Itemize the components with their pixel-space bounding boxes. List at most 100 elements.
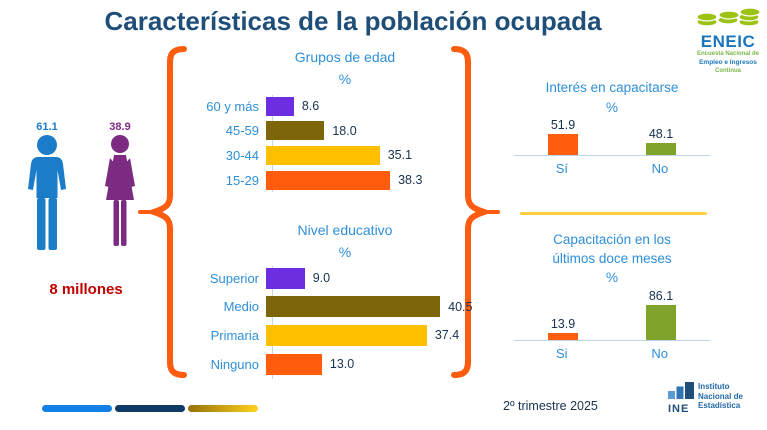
nivel-axis-line: [272, 266, 273, 379]
bar: [266, 296, 441, 318]
value-label: 35.1: [387, 148, 413, 163]
chart-nivel-educativo: Superior 9.0 Medio 40.5 Primaria 37.4 Ninguno 1…: [198, 264, 472, 378]
gold-bar-decoration: [188, 405, 258, 412]
page-title: Características de la población ocupada: [104, 6, 602, 36]
chart-title-text-line2: últimos doce meses: [552, 251, 672, 266]
edad-axis-line: [272, 95, 273, 192]
eneic-subtitle-1: Encuesta Nacional de: [696, 51, 760, 57]
navy-bar-decoration: [115, 405, 185, 412]
category-label: 60 y más: [206, 98, 259, 114]
bar: [266, 267, 305, 289]
value-label: 37.4: [434, 328, 460, 343]
chart-title-text: Grupos de edad: [294, 49, 396, 65]
bar-row: 45-59 18.0: [198, 119, 422, 144]
bar: [266, 145, 380, 165]
male-person-icon: [28, 135, 66, 250]
chart-unit: %: [338, 244, 352, 260]
chart-grupos-de-edad: 60 y más 8.6 45-59 18.0 30-44 35.1 15-29 38.3: [198, 94, 422, 192]
bar: [266, 324, 427, 346]
ine-logo: INE Instituto Nacional de Estadística: [668, 382, 743, 415]
chart-interes-en-capacitarse: Interés en capacitarse % 51.9 48.1 Sí No: [514, 78, 710, 176]
ine-name-line3: Estadística: [698, 401, 741, 411]
coins-icon: [696, 7, 761, 27]
bar-row: Medio 40.5: [198, 293, 472, 322]
ine-acronym: INE: [668, 403, 690, 415]
bar: [266, 121, 325, 141]
right-curly-brace: [451, 46, 500, 378]
value-label: 8.6: [301, 99, 320, 114]
category-label: Superior: [209, 270, 259, 286]
bar-row: Superior 9.0: [198, 264, 472, 293]
female-person-icon: [105, 135, 135, 246]
category-label: Primaria: [210, 327, 259, 343]
value-label: 13.9: [550, 317, 576, 331]
bar-row: 15-29 38.3: [198, 168, 422, 193]
column: 48.1: [646, 127, 676, 155]
blue-bar-decoration: [42, 405, 112, 412]
column: 51.9: [548, 118, 578, 155]
ine-name-line2: Nacional de: [698, 391, 743, 401]
value-label: 40.5: [448, 299, 473, 314]
category-label: Medio: [223, 299, 259, 315]
bar: [266, 170, 391, 190]
bar: [646, 143, 676, 155]
eneic-logo: ENEIC Encuesta Nacional de Empleo e Ingr…: [692, 4, 764, 76]
value-label: 18.0: [332, 123, 357, 138]
chart-unit: %: [605, 100, 618, 115]
chart-title-text-line1: Capacitación en los: [553, 232, 671, 247]
interes-category-labels: Sí No: [514, 161, 710, 176]
male-figure: 61.1: [24, 121, 70, 257]
chart-capacitacion-doce-meses: Capacitación en los últimos doce meses %…: [514, 230, 710, 361]
bar: [548, 333, 578, 340]
category-label: Sí: [555, 161, 569, 176]
eneic-subtitle-2: Empleo e Ingresos: [699, 59, 757, 67]
chart-title-nivel-educativo: Nivel educativo %: [230, 219, 460, 263]
ine-name-line1: Instituto: [698, 382, 730, 391]
value-label: 86.1: [648, 289, 674, 303]
bar-row: 60 y más 8.6: [198, 94, 422, 119]
bar-row: Ninguno 13.0: [198, 350, 472, 379]
chart-title-text: Interés en capacitarse: [545, 80, 679, 95]
value-label: 38.3: [398, 173, 423, 188]
female-figure: 38.9: [97, 121, 143, 257]
category-label: 15-29: [225, 172, 259, 188]
bar: [548, 134, 578, 155]
category-label: Ninguno: [210, 356, 259, 372]
category-label: 45-59: [225, 123, 259, 139]
capacitacion-category-labels: Si No: [514, 346, 710, 361]
eneic-subtitle-3: Continua: [715, 68, 741, 75]
chart-unit: %: [338, 71, 352, 87]
bar: [646, 305, 676, 340]
period-label: 2º trimestre 2025: [503, 399, 598, 413]
chart-title-capacitacion: Capacitación en los últimos doce meses %: [514, 230, 710, 287]
category-label: No: [651, 346, 669, 361]
interes-columns: 51.9 48.1: [514, 118, 710, 155]
female-percentage: 38.9: [109, 121, 131, 133]
bar: [266, 96, 294, 116]
value-label: 13.0: [329, 357, 355, 372]
male-percentage: 61.1: [36, 121, 58, 133]
bar: [266, 353, 322, 375]
category-label: 30-44: [225, 147, 259, 163]
chart-unit: %: [605, 270, 618, 285]
column: 86.1: [646, 289, 676, 340]
ine-bars-icon: [668, 382, 694, 399]
column: 13.9: [548, 317, 578, 340]
category-label: No: [651, 161, 669, 176]
value-label: 51.9: [550, 118, 576, 132]
capacitacion-columns: 13.9 86.1: [514, 287, 710, 340]
value-label: 48.1: [648, 127, 674, 141]
chart-title-text: Nivel educativo: [297, 222, 393, 238]
interes-axis-line: [514, 155, 710, 156]
value-label: 9.0: [312, 271, 331, 286]
left-curly-brace: [138, 46, 187, 378]
bar-row: 30-44 35.1: [198, 143, 422, 168]
category-label: Si: [555, 346, 568, 361]
bar-row: Primaria 37.4: [198, 321, 472, 350]
chart-title-grupos-de-edad: Grupos de edad %: [230, 46, 460, 90]
footer-color-bars: [42, 405, 258, 412]
eneic-acronym: ENEIC: [700, 32, 756, 51]
chart-title-interes: Interés en capacitarse %: [514, 78, 710, 118]
population-total: 8 millones: [49, 281, 123, 298]
capacitacion-axis-line: [514, 340, 710, 341]
